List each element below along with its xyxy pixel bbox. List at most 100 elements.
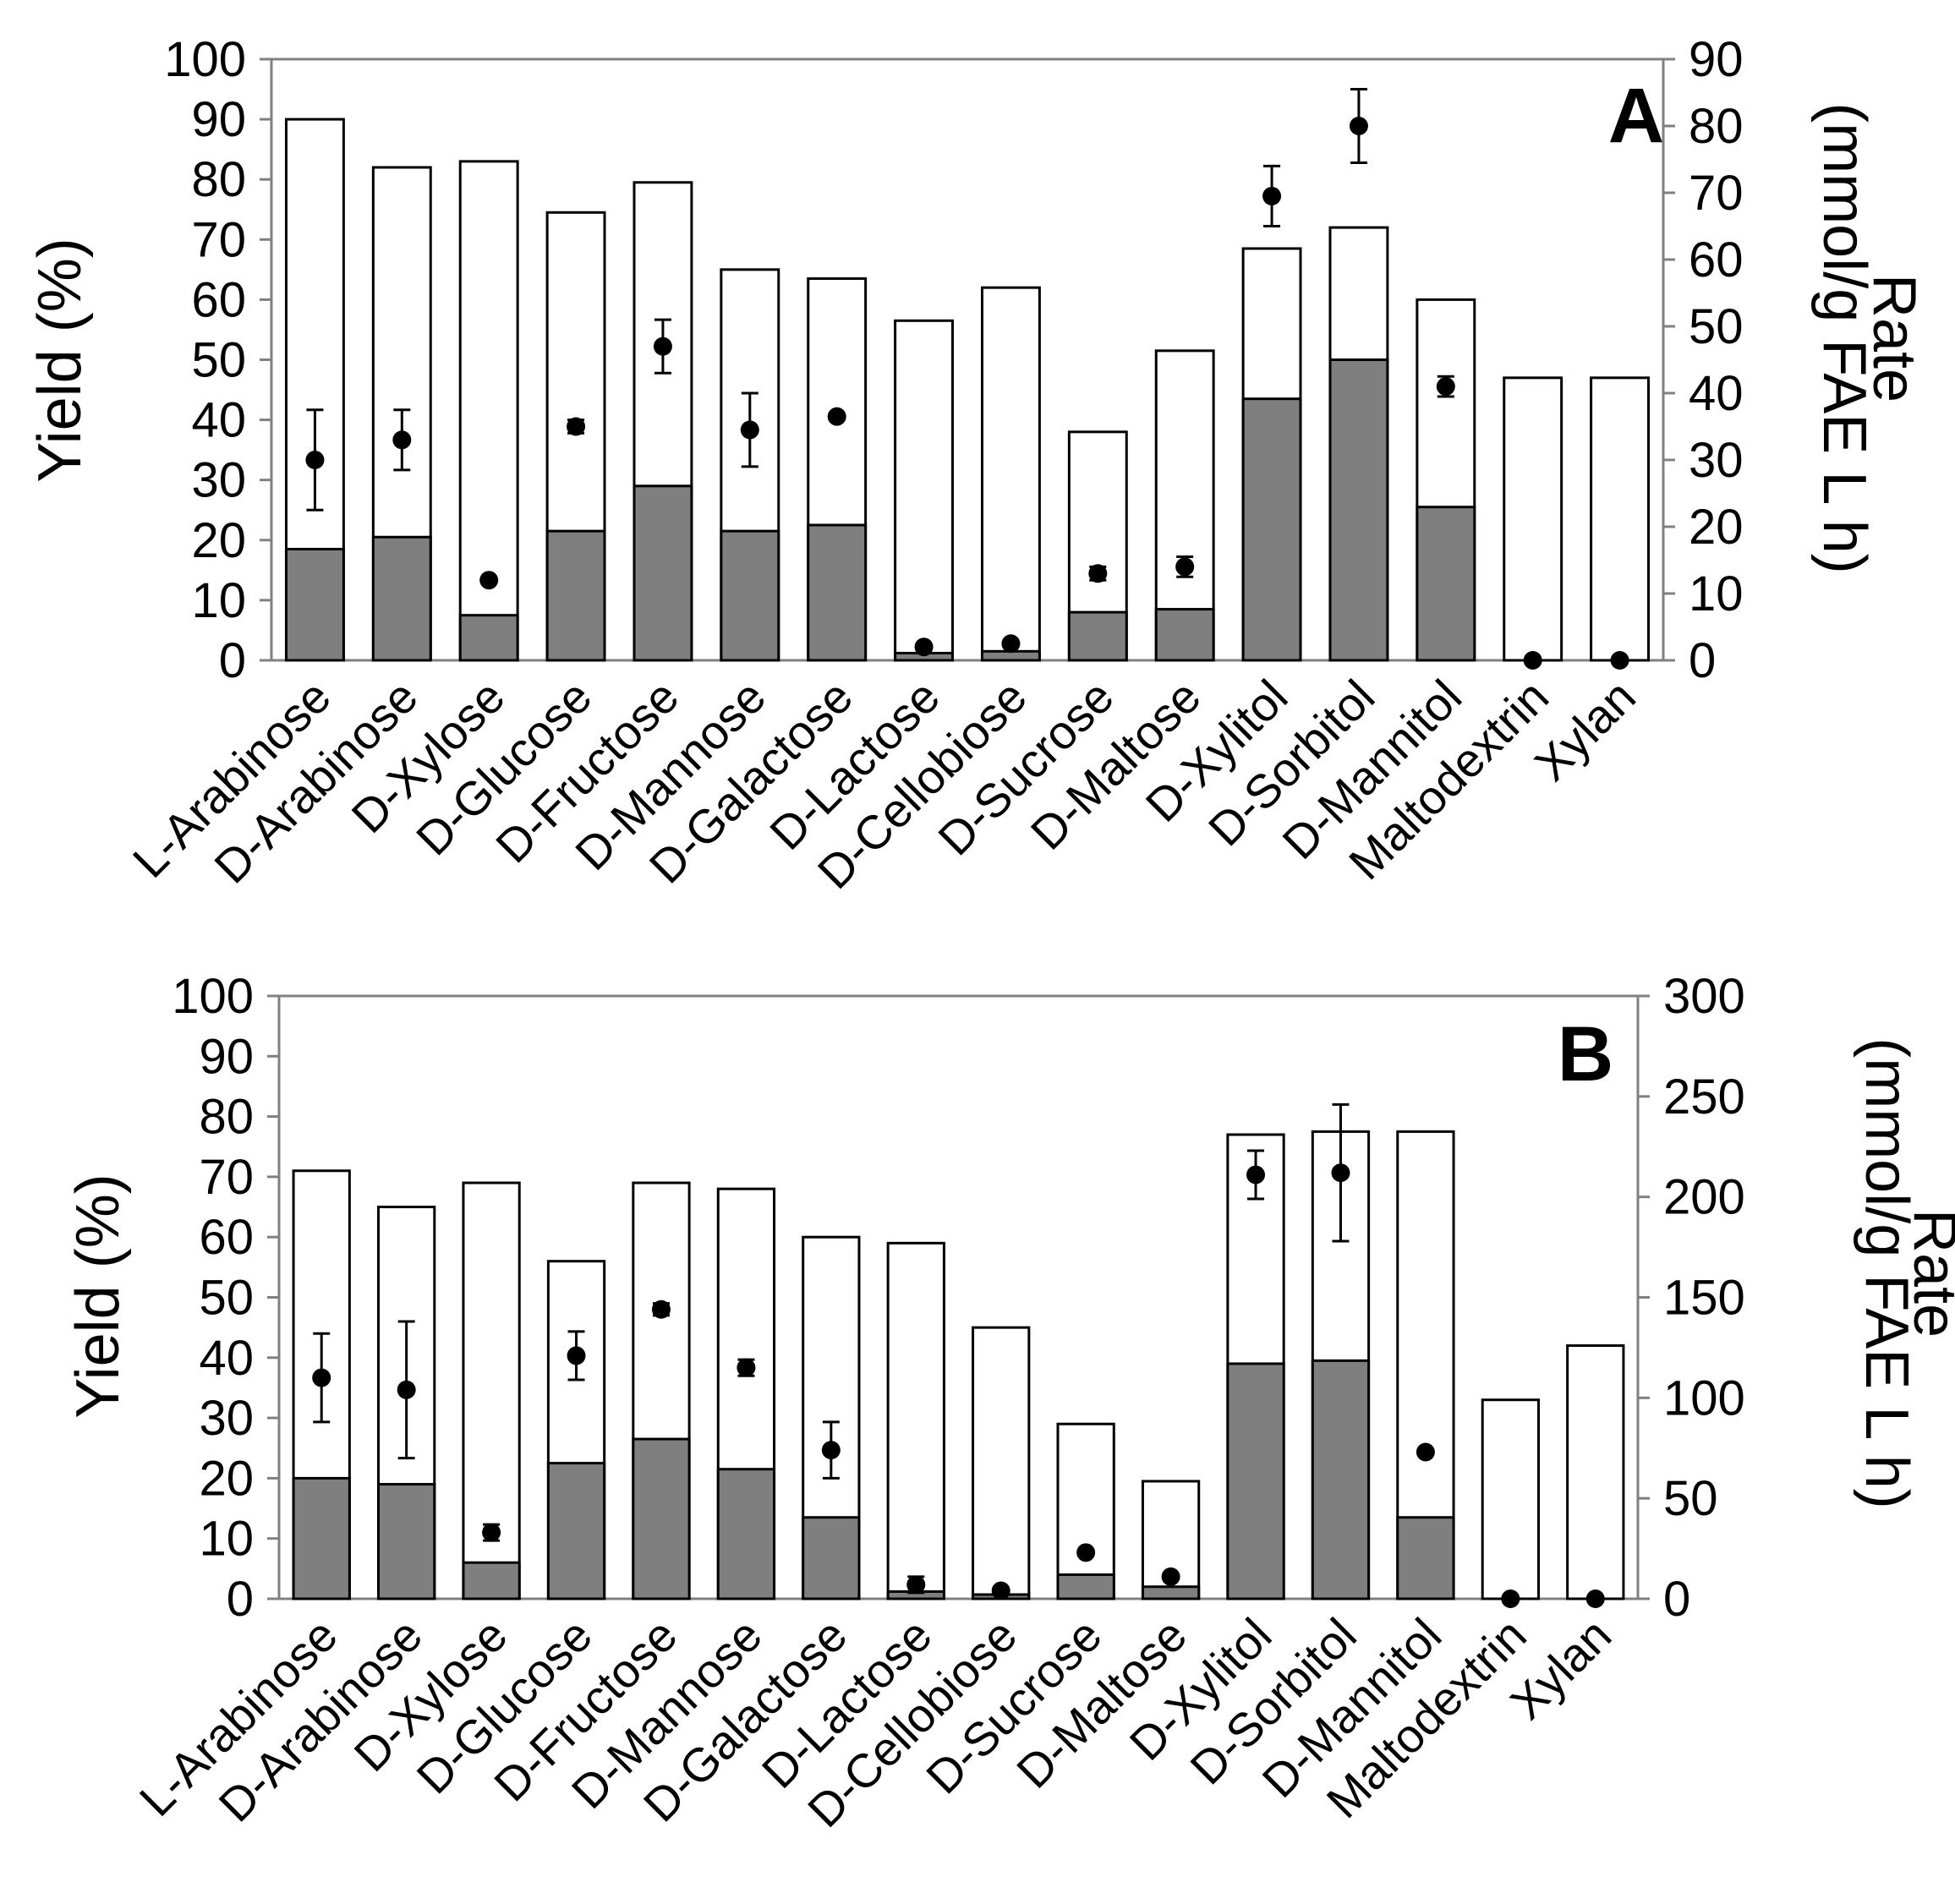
bar-filled: [802, 1516, 861, 1600]
y-tick-label: 0: [219, 633, 246, 688]
y2-tick-label: 70: [1689, 166, 1744, 221]
bar-filled: [545, 529, 606, 662]
y-axis-title: Yield (%): [26, 238, 94, 482]
bar-filled: [1396, 1516, 1455, 1600]
rate-point: [392, 430, 412, 450]
y-tick-label: 100: [164, 32, 246, 87]
y2-tick-label: 20: [1689, 500, 1744, 555]
bar-filled: [292, 1476, 351, 1600]
y-tick-label: 40: [191, 393, 246, 448]
rate-point: [397, 1380, 416, 1399]
y2-tick-label: 80: [1689, 99, 1744, 154]
bar-filled: [1141, 1585, 1201, 1600]
panel-b: 0102030405060708090100050100150200250300…: [64, 969, 1955, 1837]
category-label: Xylan: [1524, 670, 1646, 791]
category-label: Xylan: [1500, 1608, 1622, 1730]
bar-total: [894, 319, 955, 662]
rate-point: [1501, 1589, 1520, 1608]
bar-filled: [1416, 506, 1476, 662]
rate-point: [827, 407, 846, 426]
y-tick-label: 100: [172, 969, 254, 1024]
rate-point: [1175, 557, 1195, 577]
rate-point: [482, 1523, 501, 1542]
panel-label: A: [1608, 73, 1664, 159]
rate-point: [1416, 1442, 1435, 1462]
y2-axis-title-line1: Rate: [1901, 1209, 1955, 1338]
y-tick-label: 90: [191, 92, 246, 147]
y2-tick-label: 0: [1663, 1572, 1690, 1627]
bar-filled: [458, 614, 519, 662]
y-tick-label: 80: [199, 1090, 254, 1145]
y2-tick-label: 50: [1689, 299, 1744, 354]
rate-point: [479, 571, 499, 590]
bar-filled: [807, 523, 868, 662]
bar-total: [1503, 376, 1563, 662]
bar-filled: [720, 529, 780, 662]
bar-filled: [1056, 1573, 1115, 1600]
y2-tick-label: 250: [1663, 1070, 1745, 1124]
y-tick-label: 20: [191, 513, 246, 568]
y-tick-label: 70: [199, 1150, 254, 1205]
bar-filled: [1328, 358, 1389, 662]
bar-filled: [1226, 1362, 1285, 1600]
bar-total: [886, 1241, 945, 1600]
rate-point: [1088, 564, 1108, 583]
bar-filled: [371, 535, 432, 662]
rate-point: [914, 637, 934, 657]
rate-point: [1523, 651, 1542, 670]
rate-point: [1262, 186, 1282, 205]
bar-filled: [1067, 610, 1128, 662]
rate-point: [1001, 634, 1021, 654]
y2-tick-label: 150: [1663, 1271, 1745, 1326]
rate-point: [821, 1441, 841, 1460]
y-tick-label: 30: [191, 453, 246, 508]
rate-point: [1610, 651, 1629, 670]
bar-filled: [1311, 1359, 1371, 1600]
rate-point: [567, 417, 586, 436]
y2-tick-label: 50: [1663, 1471, 1718, 1526]
y-tick-label: 10: [199, 1512, 254, 1567]
bar-filled: [716, 1468, 776, 1600]
rate-point: [1331, 1163, 1350, 1183]
y-tick-label: 60: [199, 1210, 254, 1265]
y-tick-label: 50: [191, 333, 246, 388]
rate-point: [1436, 377, 1455, 397]
y2-tick-label: 0: [1689, 633, 1716, 688]
y-tick-label: 30: [199, 1391, 254, 1446]
bar-total: [1566, 1344, 1625, 1600]
bar-filled: [462, 1561, 521, 1600]
rate-point: [1349, 117, 1368, 135]
y2-tick-label: 40: [1689, 366, 1744, 421]
y-tick-label: 50: [199, 1271, 254, 1326]
rate-point: [906, 1575, 926, 1595]
y-tick-label: 60: [191, 272, 246, 327]
rate-point: [1246, 1165, 1266, 1185]
y2-tick-label: 300: [1663, 969, 1745, 1024]
rate-point: [1076, 1543, 1096, 1562]
y-axis-title: Yield (%): [64, 1174, 132, 1418]
rate-point: [991, 1581, 1010, 1600]
rate-point: [312, 1368, 331, 1387]
y-tick-label: 90: [199, 1029, 254, 1084]
y2-axis-title-line1: Rate: [1860, 274, 1928, 402]
bar-total: [1056, 1422, 1115, 1600]
rate-point: [1161, 1567, 1180, 1586]
bar-filled: [377, 1483, 436, 1600]
bar-filled: [1154, 608, 1215, 662]
rate-point: [1585, 1589, 1605, 1608]
rate-point: [740, 420, 759, 440]
y-tick-label: 0: [227, 1572, 254, 1627]
y2-axis-title-line2: (mmol/g FAE L h): [1853, 1037, 1920, 1508]
y-tick-label: 40: [199, 1331, 254, 1386]
rate-point: [653, 336, 672, 356]
y2-axis-title-line2: (mmol/g FAE L h): [1810, 102, 1878, 573]
panel-label: B: [1558, 1011, 1613, 1097]
y-tick-label: 80: [191, 152, 246, 207]
panel-a: 0102030405060708090100010203040506070809…: [26, 32, 1928, 899]
y-tick-label: 70: [191, 212, 246, 267]
rate-point: [567, 1346, 586, 1365]
rate-point: [651, 1299, 671, 1319]
rate-point: [305, 451, 325, 469]
bar-total: [972, 1326, 1031, 1600]
